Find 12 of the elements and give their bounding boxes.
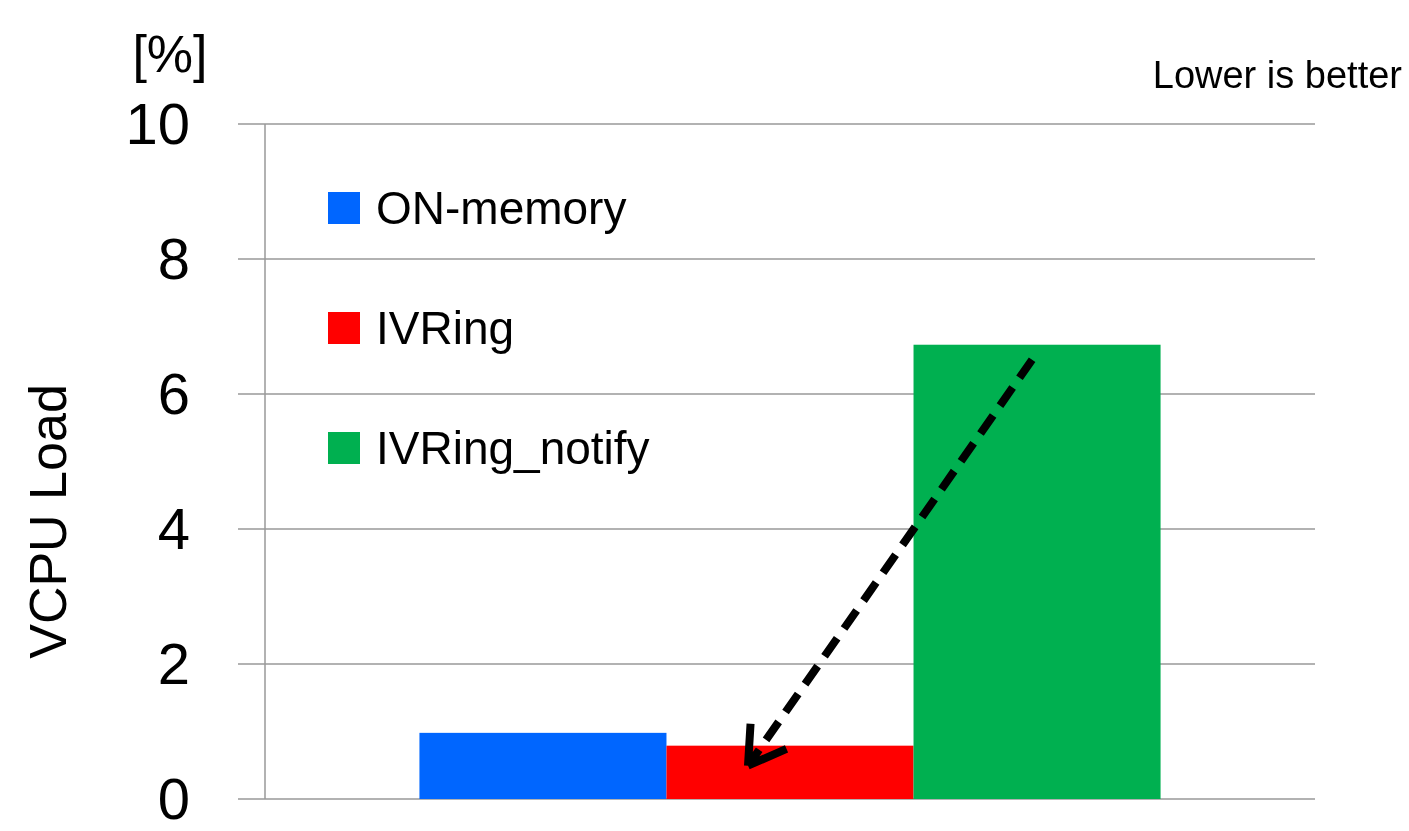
y-tick-label: 8 xyxy=(157,226,190,292)
legend-label: ON-memory xyxy=(376,182,627,235)
text: [%] xyxy=(132,25,208,83)
y-tick-label: 0 xyxy=(157,766,190,831)
y-axis-title: VCPU Load xyxy=(19,384,77,659)
y-tick-label: 10 xyxy=(125,91,190,157)
text: Lower is better xyxy=(1152,54,1403,96)
y-tick-label: 4 xyxy=(157,496,190,562)
y-tick-label: 6 xyxy=(157,361,190,427)
y-tick-label: 2 xyxy=(157,631,190,697)
legend-label: IVRing_notify xyxy=(376,422,650,475)
legend-label: IVRing xyxy=(376,302,515,355)
